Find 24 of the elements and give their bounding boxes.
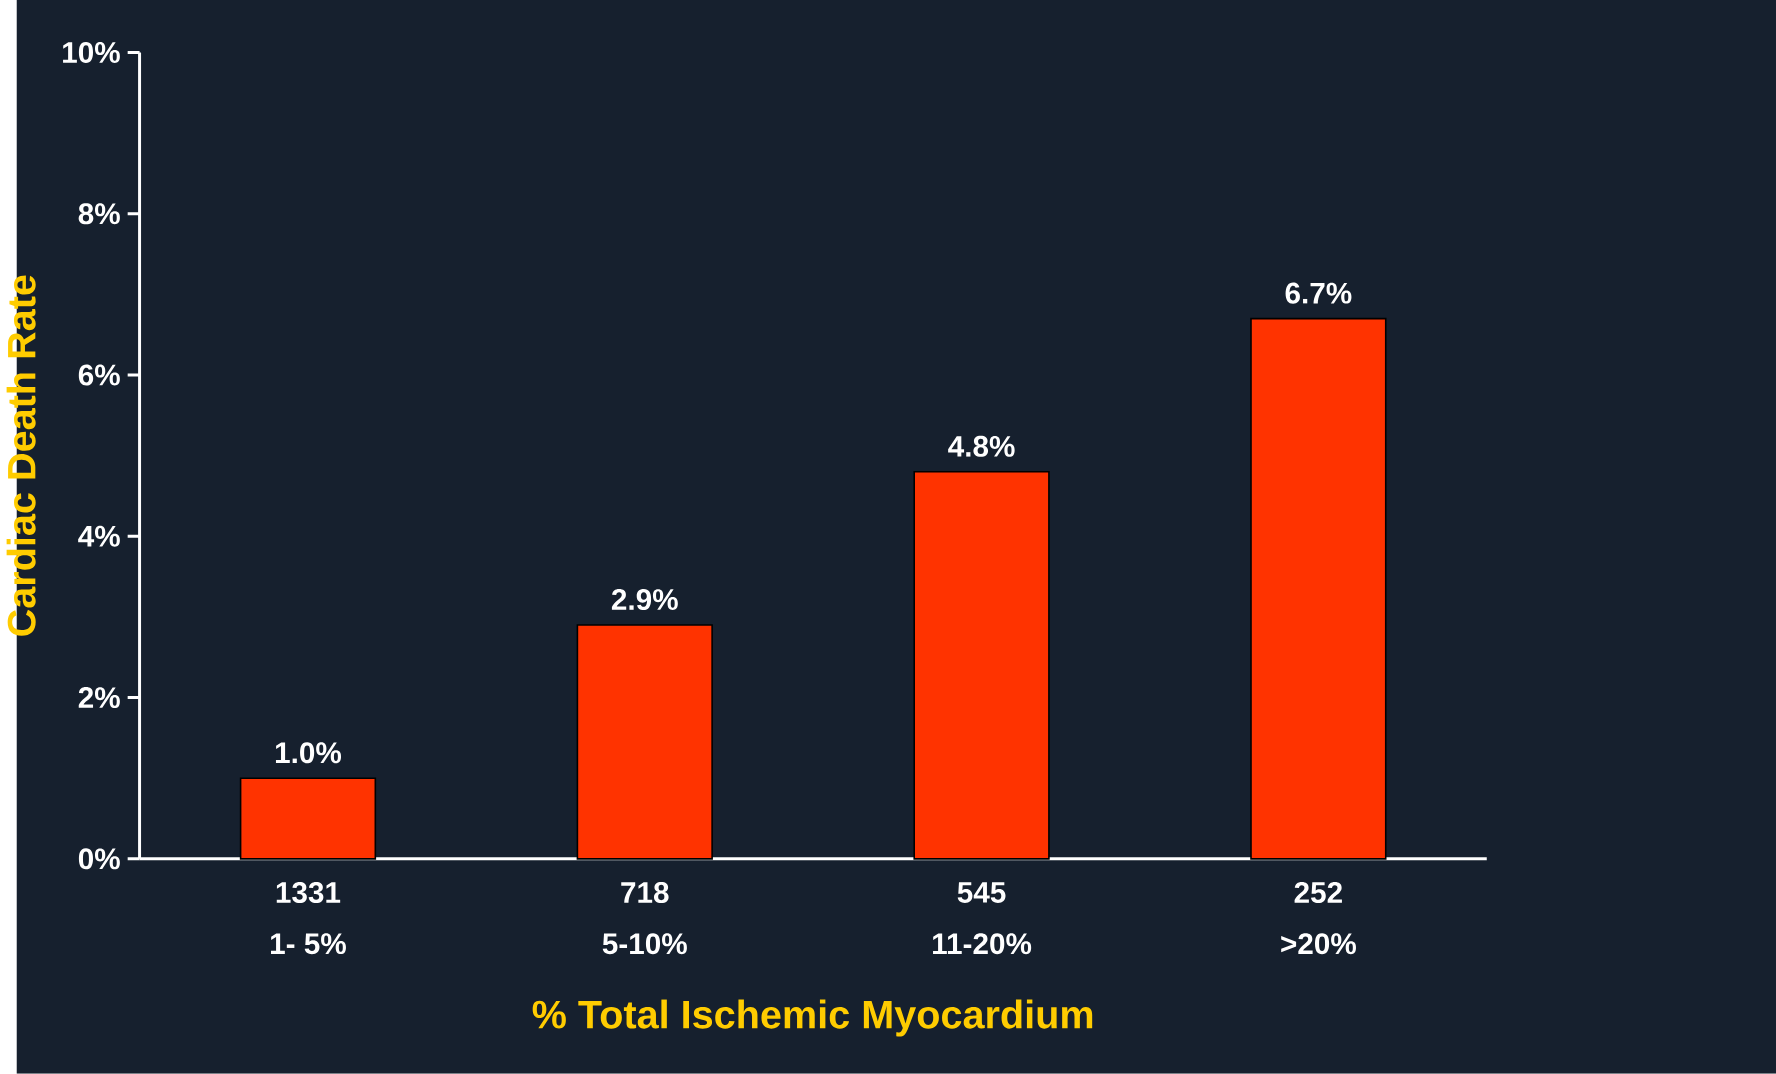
y-tick-label: 6%	[78, 364, 120, 386]
data-label: 2.9%	[611, 589, 678, 611]
y-tick-label: 0%	[78, 848, 120, 870]
text: 252	[1294, 882, 1342, 904]
x-tick-label: 1- 5%	[271, 933, 346, 955]
bar	[913, 471, 1050, 860]
x-tick-label: 5-10%	[602, 933, 687, 955]
bar	[239, 777, 377, 860]
x-tick-label: >20%	[1281, 933, 1356, 955]
data-label: 4.8%	[948, 435, 1015, 457]
y-tick-label: 4%	[78, 525, 120, 547]
y-tick-label: 10%	[63, 42, 120, 64]
y-tick-label: 2%	[78, 687, 120, 709]
y-tick-label: 8%	[78, 203, 120, 225]
x-axis-title: % Total Ischemic Myocardium	[532, 999, 1093, 1037]
bar	[576, 624, 713, 860]
bar	[1250, 317, 1387, 860]
text: 545	[957, 882, 1006, 903]
x-tick-label: 11-20%	[933, 933, 1032, 955]
text: 1331	[276, 882, 341, 904]
y-axis-title: Cardiac Death Rate	[6, 275, 36, 636]
data-label: 6.7%	[1285, 282, 1352, 304]
text: 718	[621, 882, 669, 904]
data-label: 1.0%	[275, 742, 342, 764]
